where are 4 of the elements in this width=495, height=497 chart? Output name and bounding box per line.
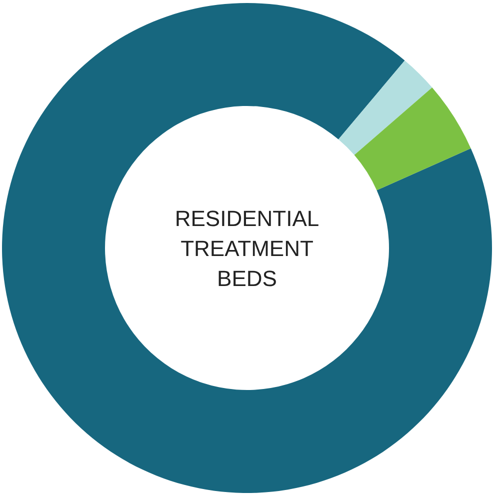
text: RESIDENTIAL TREATMENT BEDS: [174, 206, 320, 291]
donut-slice: [2, 3, 492, 493]
donut-slice: [338, 60, 432, 155]
donut-slice: [354, 88, 471, 190]
